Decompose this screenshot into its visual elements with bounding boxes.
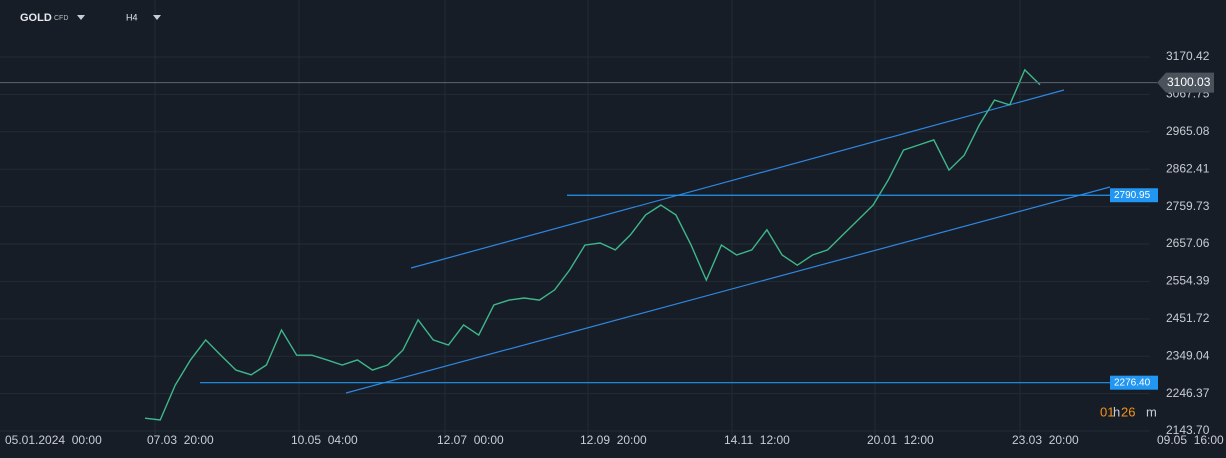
y-tick-label: 3170.42 <box>1166 49 1210 63</box>
x-tick-label: 20.01 12:00 <box>867 433 934 447</box>
plot <box>144 68 1041 421</box>
y-tick-label: 2657.06 <box>1166 236 1210 250</box>
channel-upper[interactable] <box>410 89 1065 269</box>
symbol-dropdown[interactable] <box>77 15 85 20</box>
countdown: 26 <box>1121 404 1135 419</box>
x-tick-label: 23.03 20:00 <box>1012 433 1079 447</box>
level-tag <box>1110 375 1158 390</box>
x-tick-label: 14.11 12:00 <box>724 433 790 447</box>
y-tick-label: 2862.41 <box>1166 161 1210 175</box>
x-tick-label: 09.05 16:00 <box>1157 433 1224 447</box>
y-tick-label: 2554.39 <box>1166 274 1210 288</box>
y-tick-label: 2759.73 <box>1166 199 1210 213</box>
x-tick-label: 12.09 20:00 <box>580 433 647 447</box>
y-tick-label: 2451.72 <box>1166 311 1210 325</box>
level-label: 2276.40 <box>1114 377 1151 388</box>
level-label: 2790.95 <box>1114 190 1151 201</box>
price-line <box>144 68 1041 421</box>
x-tick-label: 12.07 00:00 <box>437 433 504 447</box>
symbol-badge: CFD <box>54 15 68 22</box>
x-tick-label: 10.05 04:00 <box>291 433 358 447</box>
y-tick-label: 2965.08 <box>1166 124 1210 138</box>
countdown: h <box>1113 404 1120 419</box>
symbol[interactable]: GOLD <box>20 12 52 24</box>
current-price-tag <box>1157 72 1214 93</box>
x-tick-label: 07.03 20:00 <box>147 433 214 447</box>
current-price-label: 3100.03 <box>1167 75 1211 89</box>
countdown: m <box>1146 404 1157 419</box>
channel-lower[interactable] <box>345 186 1111 394</box>
timeframe[interactable]: H4 <box>126 12 138 22</box>
y-tick-label: 2349.04 <box>1166 348 1210 362</box>
x-tick-label: 05.01.2024 00:00 <box>5 433 102 447</box>
y-tick-label: 2143.70 <box>1166 423 1210 437</box>
timeframe-dropdown[interactable] <box>153 15 161 20</box>
countdown: 01 <box>1100 404 1114 419</box>
level-tag <box>1110 188 1158 203</box>
y-tick-label: 2246.37 <box>1166 386 1210 400</box>
